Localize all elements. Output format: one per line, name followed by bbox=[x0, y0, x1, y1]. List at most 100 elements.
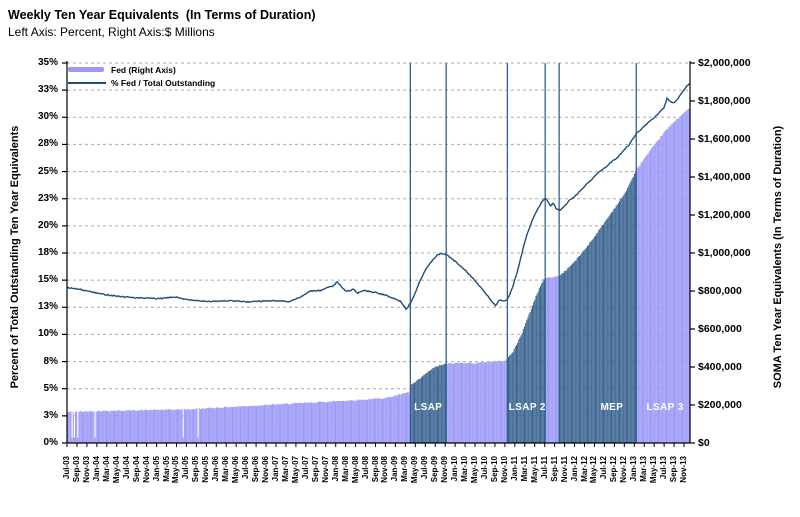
fed-bar bbox=[602, 224, 605, 443]
fed-bar bbox=[376, 398, 378, 443]
fed-bar bbox=[501, 361, 503, 443]
fed-bar bbox=[78, 411, 80, 443]
fed-bar bbox=[239, 406, 241, 443]
fed-bar bbox=[283, 404, 285, 443]
fed-bar bbox=[478, 362, 480, 443]
fed-bar bbox=[384, 398, 386, 443]
fed-bar bbox=[512, 352, 514, 443]
fed-bar bbox=[157, 409, 159, 443]
fed-bar bbox=[341, 400, 343, 443]
fed-bar bbox=[460, 362, 463, 443]
fed-bar bbox=[412, 383, 414, 443]
fed-bar bbox=[150, 409, 152, 443]
fed-bar bbox=[313, 402, 315, 443]
fed-bar bbox=[377, 398, 379, 443]
fed-bar bbox=[663, 131, 665, 443]
fed-bar bbox=[575, 260, 577, 443]
fed-bar bbox=[343, 400, 345, 443]
fed-bar bbox=[112, 411, 114, 443]
fed-bar bbox=[417, 379, 419, 443]
legend-row-pct: % Fed / Total Outstanding bbox=[68, 76, 215, 89]
fed-bar bbox=[456, 362, 458, 443]
fed-bar bbox=[531, 305, 534, 443]
fed-bar bbox=[480, 362, 482, 443]
fed-bar bbox=[513, 348, 515, 443]
fed-bar bbox=[121, 410, 124, 443]
fed-bar bbox=[118, 410, 120, 443]
fed-bar bbox=[361, 399, 363, 443]
fed-bar bbox=[175, 409, 177, 443]
fed-bar bbox=[133, 409, 135, 443]
fed-bar bbox=[598, 229, 600, 443]
fed-bar bbox=[96, 411, 98, 443]
fed-bar bbox=[115, 411, 117, 443]
fed-bar bbox=[683, 113, 685, 444]
fed-bar bbox=[665, 129, 668, 443]
fed-bar bbox=[171, 409, 173, 443]
fed-bar bbox=[614, 208, 616, 443]
fed-bar bbox=[281, 404, 283, 443]
fed-bar bbox=[536, 293, 538, 443]
fed-bar bbox=[488, 362, 490, 443]
fed-bar bbox=[457, 363, 459, 443]
fed-bar bbox=[249, 406, 251, 443]
fed-bar bbox=[648, 151, 650, 443]
fed-bar bbox=[94, 437, 96, 443]
fed-bar bbox=[131, 409, 133, 443]
fed-bar bbox=[583, 250, 585, 443]
fed-bar bbox=[267, 404, 269, 443]
fed-bar bbox=[189, 409, 191, 443]
fed-bar bbox=[181, 409, 183, 443]
fed-bar bbox=[379, 398, 381, 443]
fed-bar bbox=[438, 366, 440, 443]
fed-bar bbox=[639, 165, 641, 444]
fed-bar bbox=[410, 384, 412, 443]
fed-bar bbox=[221, 408, 223, 443]
fed-bar bbox=[645, 156, 647, 443]
fed-bar bbox=[682, 114, 684, 443]
fed-bar bbox=[568, 267, 570, 443]
fed-bar bbox=[323, 402, 325, 443]
fed-bar bbox=[152, 409, 154, 443]
fed-bar bbox=[213, 408, 215, 443]
fed-bar bbox=[233, 406, 235, 443]
fed-bar bbox=[288, 404, 290, 443]
fed-bar bbox=[584, 248, 586, 443]
fed-bar bbox=[560, 274, 562, 443]
fed-bar bbox=[559, 275, 561, 443]
fed-bar bbox=[420, 377, 422, 443]
fed-bar bbox=[228, 407, 230, 443]
fed-bar bbox=[125, 410, 127, 443]
fed-bar bbox=[168, 409, 170, 443]
fed-bar bbox=[670, 124, 672, 443]
fed-bar bbox=[86, 411, 88, 443]
fed-bar bbox=[284, 403, 286, 443]
fed-bar bbox=[543, 279, 545, 443]
fed-bar bbox=[135, 410, 137, 443]
fed-bar bbox=[276, 404, 278, 443]
fed-bar bbox=[184, 409, 187, 443]
fed-bar bbox=[448, 363, 450, 443]
fed-bar bbox=[436, 366, 438, 443]
fed-bar bbox=[556, 276, 558, 443]
fed-bar bbox=[428, 370, 430, 443]
fed-bar bbox=[596, 233, 598, 443]
fed-bar bbox=[101, 411, 103, 443]
fed-bar bbox=[333, 400, 335, 443]
fed-bar bbox=[349, 400, 351, 443]
fed-bar bbox=[467, 363, 469, 443]
fed-bar bbox=[80, 411, 82, 443]
fed-bar bbox=[525, 322, 527, 443]
fed-bar bbox=[425, 372, 427, 443]
fed-bar bbox=[499, 361, 501, 443]
fed-bar bbox=[211, 407, 213, 443]
fed-bar bbox=[196, 408, 198, 443]
fed-bar bbox=[124, 411, 126, 443]
fed-bar bbox=[473, 363, 475, 443]
fed-bar bbox=[87, 411, 89, 443]
fed-bar bbox=[529, 311, 531, 443]
fed-bar bbox=[197, 437, 199, 443]
fed-bar bbox=[367, 399, 369, 443]
fed-bar bbox=[230, 407, 232, 443]
